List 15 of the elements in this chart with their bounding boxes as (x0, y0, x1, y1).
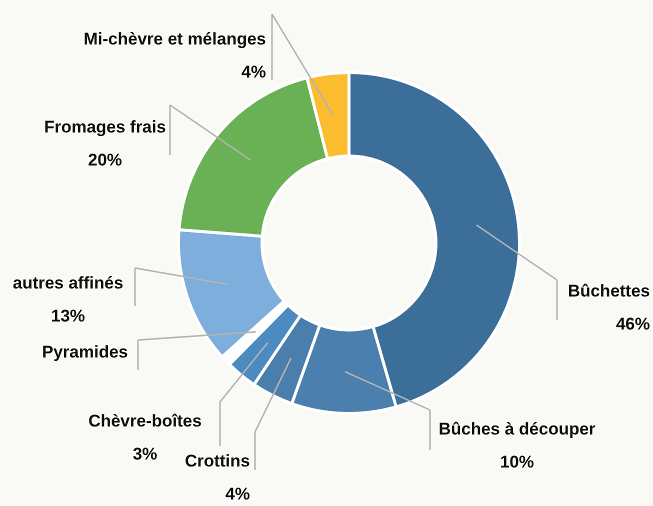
data-label: 13% (50, 306, 86, 326)
data-label: 10% (500, 452, 534, 472)
slice-label: Bûchettes (568, 282, 650, 301)
data-label: 20% (88, 150, 122, 170)
slice-label: autres affinés (12, 274, 124, 293)
slice-label: Fromages frais (44, 118, 166, 137)
slice-label: Chèvre-boîtes (88, 412, 202, 431)
data-label: 4% (241, 62, 266, 82)
slice-label: Mi-chèvre et mélanges (84, 30, 266, 49)
data-label: 4% (225, 484, 250, 504)
slice-label: Crottins (184, 452, 250, 471)
data-label: 3% (132, 444, 158, 464)
data-label: 46% (616, 314, 650, 334)
slice-label: Pyramides (42, 342, 128, 362)
slice-label: Bûches à découper (438, 420, 596, 439)
